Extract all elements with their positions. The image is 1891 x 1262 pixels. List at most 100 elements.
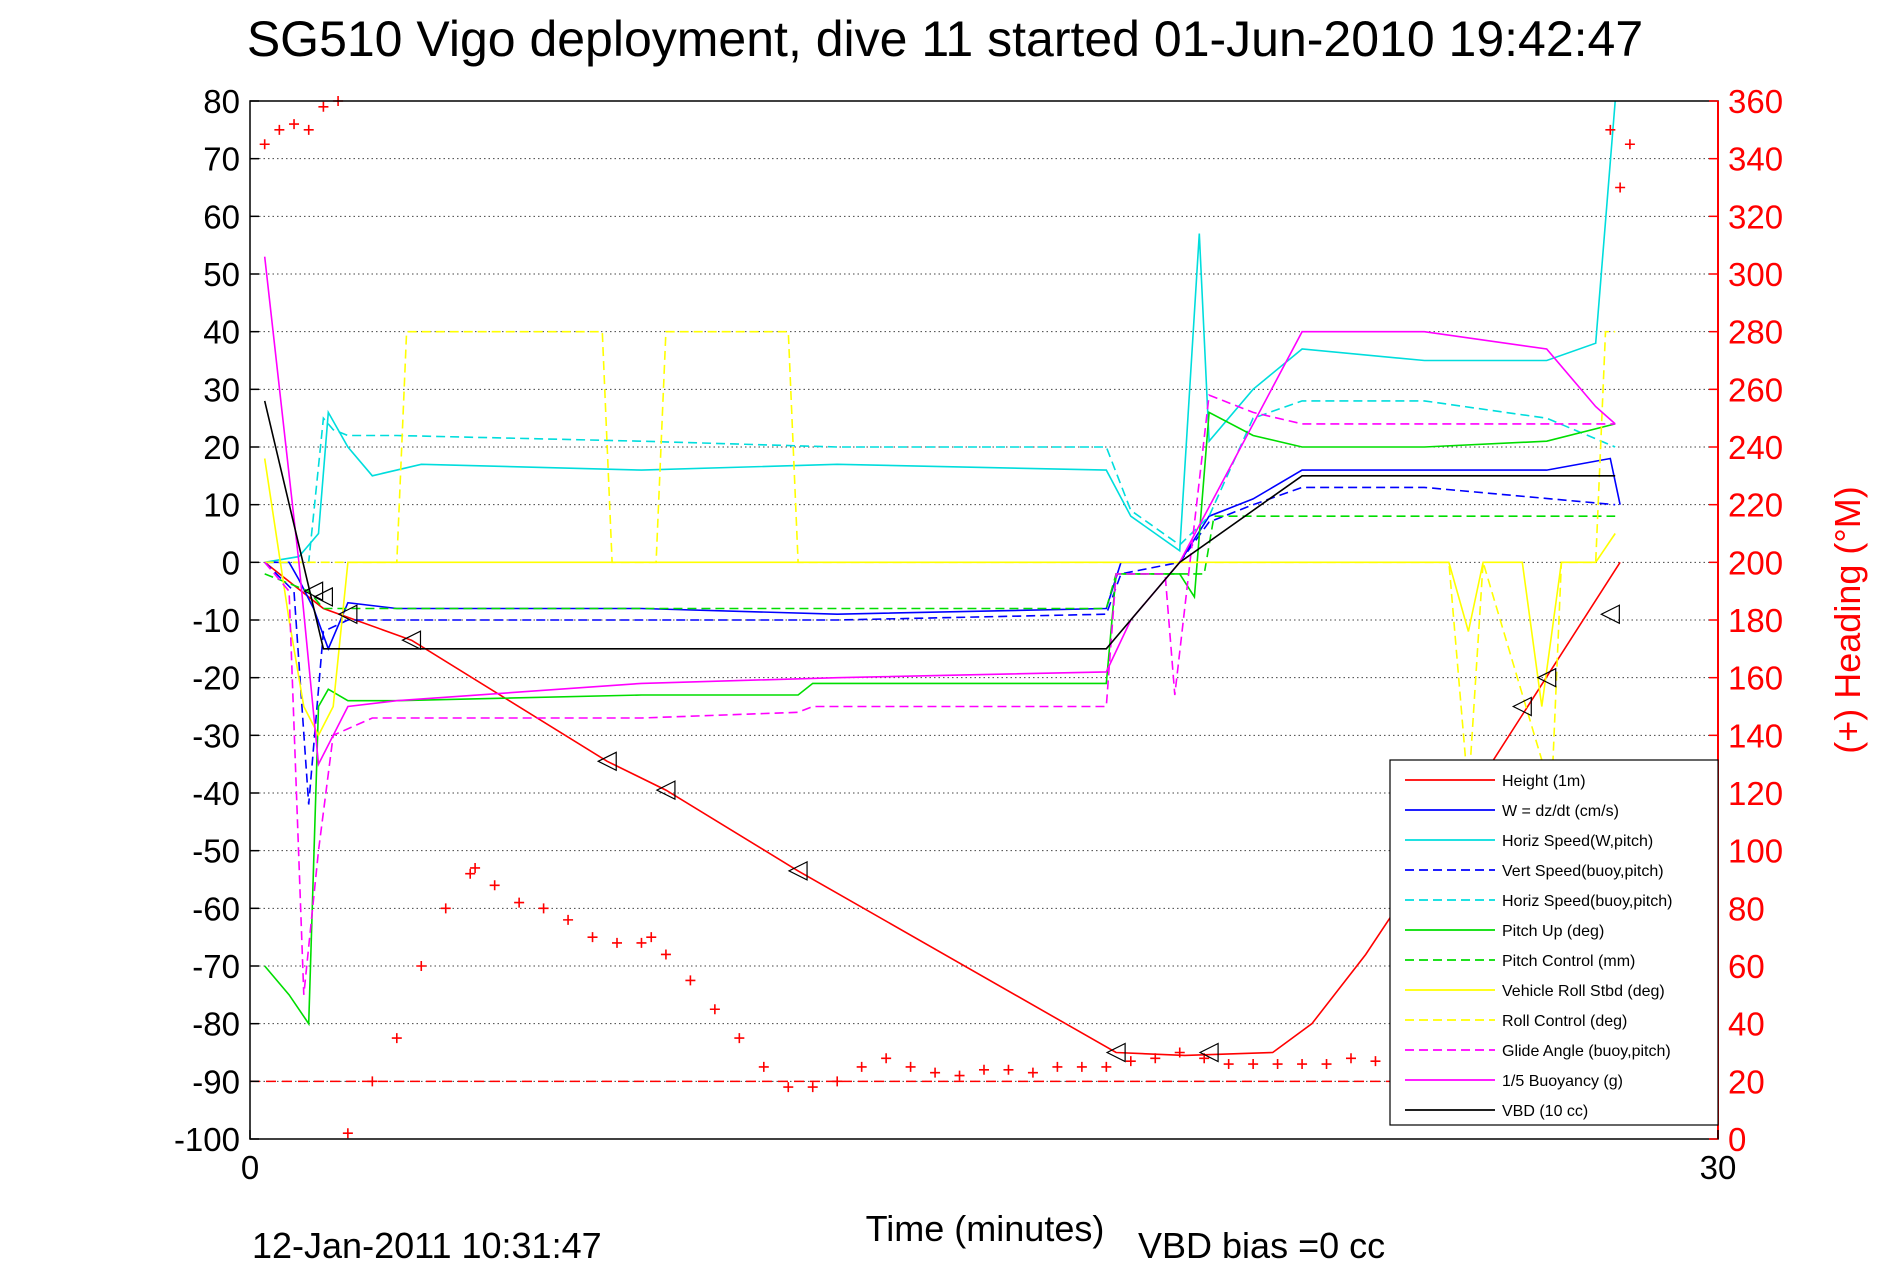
- heading-point: [514, 897, 525, 908]
- heading-point: [612, 937, 622, 948]
- footer-date: 12-Jan-2011 10:31:47: [252, 1225, 602, 1262]
- series-line: [264, 100, 1616, 564]
- series-line: [264, 400, 1616, 564]
- legend-label: Vert Speed(buoy,pitch): [1502, 863, 1664, 880]
- heading-point: [303, 124, 314, 135]
- legend-label: Pitch Up (deg): [1502, 923, 1604, 940]
- left-tick-label: -50: [192, 833, 240, 870]
- heading-point: [563, 914, 574, 925]
- triangle-marker: [1511, 696, 1532, 717]
- triangle-marker: [1105, 1042, 1126, 1063]
- right-tick-label: 200: [1728, 544, 1783, 581]
- heading-point: [783, 1082, 794, 1093]
- heading-point: [905, 1061, 916, 1072]
- heading-point: [1150, 1053, 1161, 1064]
- heading-point: [538, 903, 549, 914]
- heading-point: [318, 101, 329, 112]
- series-line: [264, 330, 1616, 794]
- left-tick-label: -40: [192, 775, 240, 812]
- heading-point: [587, 932, 598, 943]
- heading-point: [1003, 1064, 1014, 1075]
- right-tick-label: 260: [1728, 371, 1783, 408]
- legend-label: W = dz/dt (cm/s): [1502, 803, 1619, 820]
- legend-label: Height (1m): [1502, 773, 1586, 790]
- heading-point: [660, 949, 671, 960]
- heading-point: [709, 1004, 720, 1015]
- heading-point: [685, 975, 696, 986]
- heading-point: [1027, 1067, 1038, 1078]
- left-tick-label: 10: [203, 487, 240, 524]
- left-axis: 80 70 60 50 40 30 20 10 0 -10 -20 -30 -40 -50 -60 -70 -8…: [174, 83, 259, 1158]
- heading-point: [1370, 1056, 1381, 1067]
- heading-point: [1605, 124, 1616, 135]
- left-tick-label: -30: [192, 717, 240, 754]
- heading-point: [930, 1067, 941, 1078]
- triangle-marker: [1198, 1042, 1219, 1063]
- right-axis: 3603403203002802602402202001801601401201…: [1709, 83, 1783, 1158]
- left-tick-label: -70: [192, 948, 240, 985]
- heading-point: [1101, 1061, 1112, 1072]
- heading-point: [1125, 1056, 1136, 1067]
- left-tick-label: -20: [192, 660, 240, 697]
- heading-point: [1052, 1061, 1063, 1072]
- left-tick-label: 20: [203, 429, 240, 466]
- x-axis: 0 30: [241, 1130, 1737, 1186]
- heading-point: [734, 1033, 745, 1044]
- left-tick-label: 30: [203, 371, 240, 408]
- triangle-marker: [1600, 604, 1620, 625]
- left-tick-label: -10: [192, 602, 240, 639]
- triangle-marker: [596, 751, 617, 772]
- left-tick-label: -60: [192, 890, 240, 927]
- right-tick-label: 140: [1728, 717, 1783, 754]
- heading-point: [470, 862, 481, 873]
- right-tick-label: 300: [1728, 256, 1783, 293]
- right-tick-label: 100: [1728, 833, 1783, 870]
- heading-point: [391, 1033, 402, 1044]
- legend-label: Pitch Control (mm): [1502, 953, 1635, 970]
- legend-label: Glide Angle (buoy,pitch): [1502, 1043, 1671, 1060]
- right-tick-label: 60: [1728, 948, 1765, 985]
- left-tick-label: -90: [192, 1063, 240, 1100]
- heading-point: [1248, 1059, 1259, 1070]
- left-tick-label: -80: [192, 1006, 240, 1043]
- heading-point: [1174, 1047, 1185, 1058]
- legend: Height (1m) W = dz/dt (cm/s) Horiz Speed(W…: [1389, 759, 1719, 1126]
- right-tick-label: 280: [1728, 314, 1783, 351]
- left-tick-label: 40: [203, 314, 240, 351]
- heading-point: [1297, 1059, 1308, 1070]
- data-series: [263, 100, 1621, 1057]
- triangle-marker: [1536, 667, 1557, 688]
- heading-point: [881, 1053, 892, 1064]
- left-tick-label: 50: [203, 256, 240, 293]
- x-tick-label: 30: [1700, 1149, 1737, 1186]
- left-tick-label: 80: [203, 83, 240, 120]
- heading-point: [807, 1082, 818, 1093]
- heading-point: [646, 932, 657, 943]
- heading-point: [1624, 139, 1635, 150]
- heading-point: [636, 937, 647, 948]
- heading-point: [954, 1070, 965, 1081]
- right-tick-label: 0: [1728, 1121, 1746, 1158]
- triangle-marker: [401, 630, 422, 651]
- left-tick-label: 70: [203, 141, 240, 178]
- left-tick-label: 60: [203, 198, 240, 235]
- right-tick-label: 20: [1728, 1063, 1765, 1100]
- left-tick-label: -100: [174, 1121, 240, 1158]
- legend-label: Horiz Speed(W,pitch): [1502, 833, 1653, 850]
- legend-label: 1/5 Buoyancy (g): [1502, 1073, 1623, 1090]
- legend-label: VBD (10 cc): [1502, 1103, 1588, 1120]
- heading-point: [289, 119, 300, 130]
- series-line: [264, 515, 1616, 610]
- x-axis-label: Time (minutes): [866, 1208, 1105, 1249]
- heading-point: [758, 1061, 769, 1072]
- heading-point: [416, 961, 427, 971]
- right-tick-label: 160: [1728, 660, 1783, 697]
- right-tick-label: 120: [1728, 775, 1783, 812]
- heading-point: [832, 1076, 843, 1087]
- x-tick-label: 0: [241, 1149, 259, 1186]
- heading-point: [440, 903, 451, 914]
- heading-point: [465, 868, 476, 879]
- right-tick-label: 80: [1728, 890, 1765, 927]
- right-tick-label: 220: [1728, 487, 1783, 524]
